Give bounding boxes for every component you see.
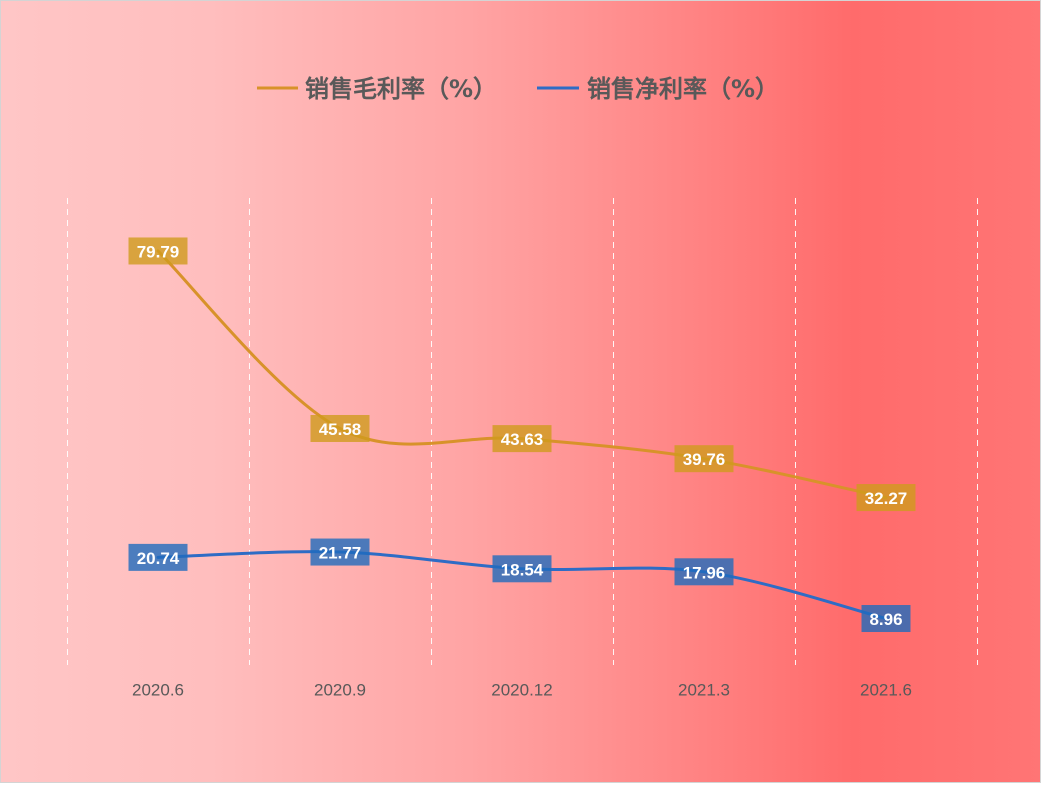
legend: 销售毛利率（%） 销售净利率（%）	[257, 75, 779, 103]
data-label-gross-margin: 39.76	[674, 445, 734, 473]
data-label-value: 21.77	[319, 544, 362, 563]
legend-label-gross-margin: 销售毛利率（%）	[305, 75, 497, 103]
x-axis: 2020.6 2020.9 2020.12 2021.3 2021.6	[132, 681, 912, 700]
data-label-net-margin: 8.96	[861, 605, 911, 633]
series-line-gross-margin	[156, 249, 888, 500]
data-label-net-margin: 18.54	[492, 555, 552, 583]
data-label-box	[310, 538, 370, 566]
data-label-value: 32.27	[865, 489, 908, 508]
data-label-box	[861, 605, 911, 633]
data-label-box	[128, 237, 188, 265]
data-label-value: 39.76	[683, 450, 726, 469]
data-label-value: 17.96	[683, 563, 726, 582]
legend-item-gross-margin: 销售毛利率（%）	[257, 75, 497, 103]
data-label-value: 43.63	[501, 430, 544, 449]
data-label-net-margin: 17.96	[674, 558, 734, 586]
data-label-value: 8.96	[869, 610, 902, 629]
data-label-value: 45.58	[319, 420, 362, 439]
data-label-box	[674, 558, 734, 586]
chart-background	[0, 0, 1041, 783]
legend-label-net-margin: 销售净利率（%）	[587, 75, 779, 103]
data-label-value: 79.79	[137, 242, 180, 261]
data-label-gross-margin: 45.58	[310, 414, 370, 442]
data-label-box	[492, 555, 552, 583]
data-label-box	[492, 425, 552, 453]
data-label-box	[674, 445, 734, 473]
data-label-net-margin: 20.74	[128, 543, 188, 571]
legend-item-net-margin: 销售净利率（%）	[537, 75, 779, 103]
data-label-gross-margin: 43.63	[492, 425, 552, 453]
x-tick-label: 2021.3	[678, 681, 730, 700]
gridlines	[67, 198, 978, 665]
data-label-box	[856, 484, 916, 512]
data-labels: 79.79 45.58 43.63 39.76 32.27 20.74 21.77 18.54…	[128, 237, 916, 633]
data-label-box	[128, 543, 188, 571]
data-label-value: 18.54	[501, 560, 544, 579]
x-tick-label: 2020.6	[132, 681, 184, 700]
data-label-gross-margin: 32.27	[856, 484, 916, 512]
x-tick-label: 2021.6	[860, 681, 912, 700]
data-label-value: 20.74	[137, 549, 180, 568]
data-label-box	[310, 414, 370, 442]
x-tick-label: 2020.9	[314, 681, 366, 700]
data-label-gross-margin: 79.79	[128, 237, 188, 265]
x-tick-label: 2020.12	[491, 681, 552, 700]
data-label-net-margin: 21.77	[310, 538, 370, 566]
